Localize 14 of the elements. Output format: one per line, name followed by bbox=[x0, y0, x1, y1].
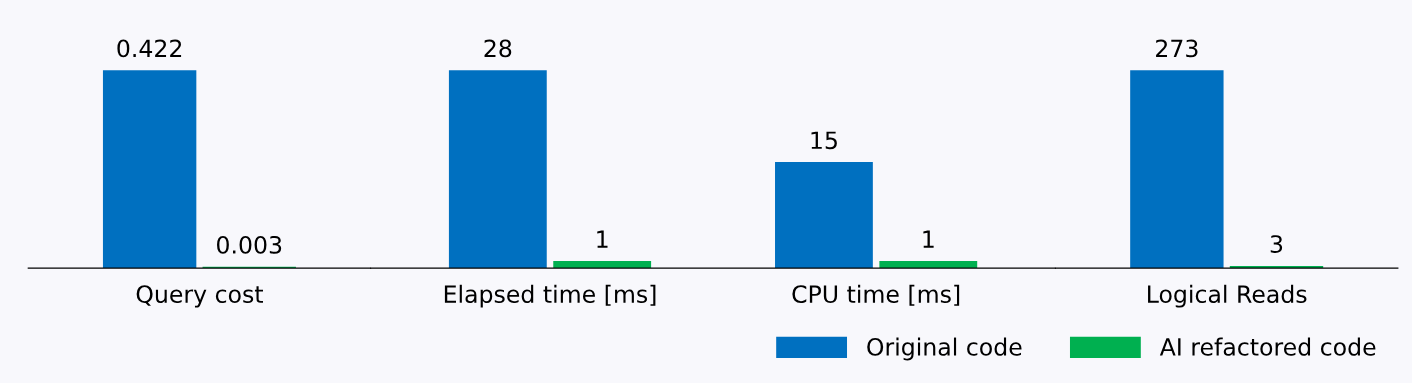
legend-label: AI refactored code bbox=[1159, 337, 1376, 356]
data-label: 28 bbox=[484, 39, 512, 58]
data-label: 1 bbox=[923, 230, 934, 248]
data-label: 15 bbox=[811, 131, 837, 150]
x-tick-label: Logical Reads bbox=[1148, 284, 1307, 308]
data-label: 0.422 bbox=[117, 39, 182, 58]
legend-label: Original code bbox=[867, 337, 1022, 361]
data-label: 0.003 bbox=[217, 235, 282, 254]
x-tick-label: Elapsed time [ms] bbox=[444, 284, 656, 308]
x-tick-label: CPU time [ms] bbox=[792, 284, 960, 306]
data-label: 1 bbox=[597, 230, 608, 248]
x-tick-label: Query cost bbox=[136, 285, 263, 308]
data-label: 3 bbox=[1270, 235, 1283, 254]
data-label: 273 bbox=[1156, 39, 1198, 58]
